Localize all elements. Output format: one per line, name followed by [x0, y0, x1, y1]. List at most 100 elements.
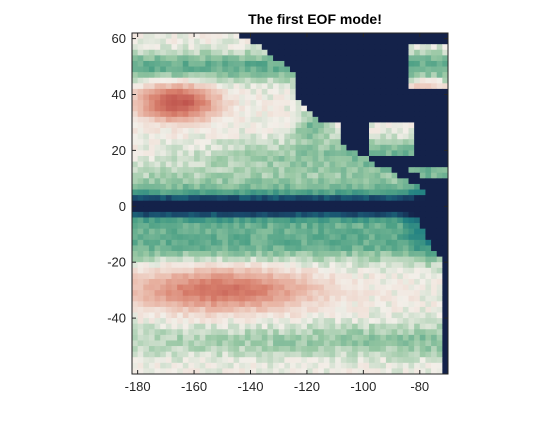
heatmap-cell	[408, 105, 415, 112]
heatmap-cell	[442, 189, 449, 196]
heatmap-cell	[436, 346, 443, 353]
heatmap-cell	[419, 284, 426, 291]
heatmap-cell	[244, 105, 251, 112]
heatmap-cell	[188, 66, 195, 73]
heatmap-cell	[397, 116, 404, 123]
heatmap-cell	[211, 362, 218, 369]
heatmap-cell	[261, 262, 268, 269]
heatmap-cell	[182, 94, 189, 101]
heatmap-cell	[233, 55, 240, 62]
heatmap-cell	[414, 340, 421, 347]
heatmap-cell	[194, 178, 201, 185]
heatmap-cell	[284, 245, 291, 252]
heatmap-cell	[318, 139, 325, 146]
heatmap-cell	[211, 139, 218, 146]
heatmap-cell	[132, 55, 139, 62]
heatmap-cell	[301, 77, 308, 84]
heatmap-cell	[301, 312, 308, 319]
heatmap-cell	[369, 251, 376, 258]
heatmap-cell	[318, 284, 325, 291]
heatmap-cell	[414, 116, 421, 123]
heatmap-cell	[222, 211, 229, 218]
heatmap-cell	[171, 172, 178, 179]
heatmap-cell	[244, 256, 251, 263]
heatmap-cell	[143, 329, 150, 336]
heatmap-cell	[165, 105, 172, 112]
heatmap-cell	[216, 334, 223, 341]
heatmap-cell	[380, 72, 387, 79]
heatmap-cell	[442, 284, 449, 291]
heatmap-cell	[205, 301, 212, 308]
heatmap-cell	[244, 133, 251, 140]
heatmap-cell	[267, 245, 274, 252]
heatmap-cell	[312, 284, 319, 291]
heatmap-cell	[290, 301, 297, 308]
heatmap-cell	[137, 340, 144, 347]
heatmap-cell	[273, 323, 280, 330]
heatmap-cell	[256, 273, 263, 280]
heatmap-cell	[188, 72, 195, 79]
heatmap-cell	[239, 334, 246, 341]
heatmap-cell	[374, 94, 381, 101]
heatmap-cell	[132, 195, 139, 202]
heatmap-cell	[148, 200, 155, 207]
heatmap-cell	[352, 306, 359, 313]
heatmap-cell	[278, 139, 285, 146]
heatmap-cell	[154, 195, 161, 202]
heatmap-cell	[363, 38, 370, 45]
heatmap-cell	[346, 267, 353, 274]
heatmap-cell	[177, 122, 184, 129]
heatmap-cell	[414, 200, 421, 207]
heatmap-cell	[312, 245, 319, 252]
heatmap-cell	[385, 178, 392, 185]
heatmap-cell	[431, 239, 438, 246]
heatmap-cell	[425, 150, 432, 157]
heatmap-cell	[194, 94, 201, 101]
heatmap-cell	[290, 245, 297, 252]
heatmap-cell	[137, 228, 144, 235]
heatmap-cell	[188, 234, 195, 241]
heatmap-cell	[211, 100, 218, 107]
heatmap-cell	[318, 83, 325, 90]
heatmap-cell	[318, 234, 325, 241]
heatmap-cell	[233, 234, 240, 241]
heatmap-cell	[233, 72, 240, 79]
heatmap-cell	[442, 295, 449, 302]
heatmap-cell	[306, 329, 313, 336]
heatmap-cell	[273, 72, 280, 79]
heatmap-cell	[352, 116, 359, 123]
heatmap-cell	[256, 133, 263, 140]
heatmap-cell	[436, 256, 443, 263]
heatmap-cell	[182, 128, 189, 135]
heatmap-cell	[323, 155, 330, 162]
heatmap-cell	[256, 72, 263, 79]
heatmap-cell	[346, 44, 353, 51]
heatmap-cell	[132, 351, 139, 358]
heatmap-cell	[267, 211, 274, 218]
heatmap-cell	[357, 357, 364, 364]
heatmap-cell	[132, 251, 139, 258]
heatmap-cell	[436, 122, 443, 129]
heatmap-cell	[295, 60, 302, 67]
heatmap-cell	[216, 150, 223, 157]
heatmap-cell	[380, 245, 387, 252]
heatmap-cell	[363, 60, 370, 67]
heatmap-cell	[431, 223, 438, 230]
heatmap-cell	[380, 223, 387, 230]
heatmap-cell	[171, 245, 178, 252]
heatmap-cell	[374, 122, 381, 129]
heatmap-cell	[318, 206, 325, 213]
heatmap-cell	[329, 234, 336, 241]
heatmap-cell	[391, 362, 398, 369]
heatmap-cell	[380, 150, 387, 157]
heatmap-cell	[284, 223, 291, 230]
heatmap-cell	[227, 60, 234, 67]
heatmap-cell	[148, 223, 155, 230]
heatmap-cell	[227, 346, 234, 353]
heatmap-cell	[408, 278, 415, 285]
heatmap-cell	[132, 267, 139, 274]
heatmap-cell	[363, 44, 370, 51]
heatmap-cell	[380, 60, 387, 67]
heatmap-cell	[154, 245, 161, 252]
heatmap-cell	[442, 346, 449, 353]
